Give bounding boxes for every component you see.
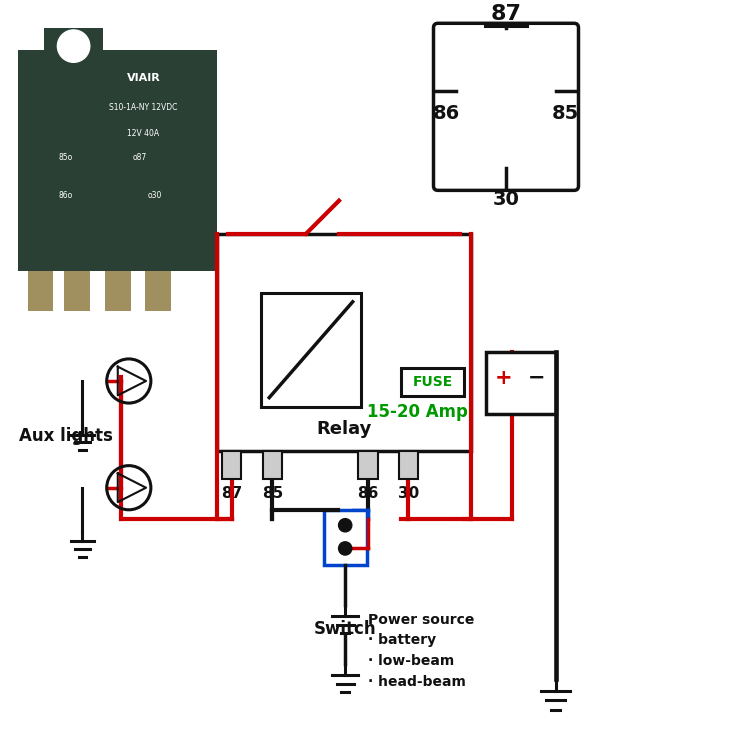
Text: 12V 40A: 12V 40A: [127, 129, 160, 138]
Text: −: −: [528, 368, 545, 388]
Text: S10-1A-NY 12VDC: S10-1A-NY 12VDC: [110, 102, 177, 112]
Circle shape: [57, 30, 90, 62]
Text: Power source
· battery
· low-beam
· head-beam: Power source · battery · low-beam · head…: [368, 613, 475, 689]
Text: 85: 85: [551, 105, 579, 123]
Bar: [401, 368, 464, 395]
Text: 87: 87: [222, 486, 242, 502]
Bar: [44, 27, 103, 79]
Text: 85: 85: [262, 486, 283, 502]
Bar: [399, 451, 418, 479]
Bar: [217, 234, 471, 451]
Circle shape: [339, 519, 352, 532]
Bar: [105, 271, 131, 311]
Text: Relay: Relay: [316, 420, 372, 438]
Text: Aux lights: Aux lights: [19, 427, 113, 445]
Text: 86: 86: [357, 486, 379, 502]
Text: 30: 30: [398, 486, 419, 502]
Text: 87: 87: [490, 4, 522, 24]
Text: 85o: 85o: [59, 153, 73, 162]
Text: o87: o87: [132, 153, 146, 162]
Bar: [64, 271, 90, 311]
Bar: [263, 451, 282, 479]
FancyBboxPatch shape: [434, 23, 578, 191]
Text: 30: 30: [492, 190, 520, 209]
Text: +: +: [495, 368, 512, 388]
Bar: [261, 292, 361, 407]
Bar: [486, 352, 556, 414]
Bar: [358, 451, 378, 479]
Text: VIAIR: VIAIR: [127, 73, 160, 84]
Bar: [146, 271, 171, 311]
Text: 15-20 Amp: 15-20 Amp: [367, 403, 468, 421]
Text: o30: o30: [147, 191, 162, 200]
Text: 86o: 86o: [59, 191, 73, 200]
Text: FUSE: FUSE: [412, 375, 453, 389]
Bar: [18, 50, 217, 271]
Bar: [28, 271, 54, 311]
Bar: [324, 510, 367, 565]
Text: Switch: Switch: [314, 620, 377, 638]
Circle shape: [339, 542, 352, 555]
Text: 86: 86: [433, 105, 461, 123]
Bar: [222, 451, 241, 479]
